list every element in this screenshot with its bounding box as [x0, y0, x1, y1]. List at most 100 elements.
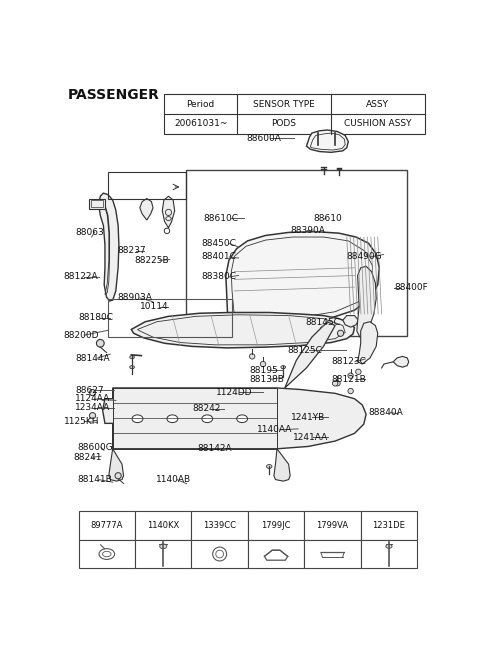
- Bar: [89, 199, 105, 208]
- Ellipse shape: [167, 415, 178, 422]
- Bar: [79, 511, 135, 540]
- Text: 1799VA: 1799VA: [316, 521, 348, 530]
- Circle shape: [250, 354, 255, 359]
- Bar: [91, 200, 103, 207]
- Text: 88063: 88063: [75, 228, 104, 237]
- Circle shape: [89, 389, 96, 396]
- Circle shape: [89, 413, 96, 419]
- Bar: [192, 540, 248, 568]
- Ellipse shape: [130, 366, 134, 369]
- Text: 88401C: 88401C: [202, 252, 236, 261]
- Text: 88610: 88610: [313, 214, 342, 223]
- Text: 88390A: 88390A: [290, 226, 325, 235]
- Text: 1140AB: 1140AB: [156, 475, 191, 484]
- Circle shape: [96, 340, 104, 347]
- Circle shape: [348, 373, 353, 378]
- Text: 1241AA: 1241AA: [292, 433, 328, 442]
- Ellipse shape: [202, 415, 213, 422]
- PathPatch shape: [140, 199, 153, 220]
- Text: 88600A: 88600A: [246, 134, 281, 143]
- Text: 88627: 88627: [75, 386, 104, 395]
- Text: 88121B: 88121B: [332, 375, 366, 384]
- Text: 88610C: 88610C: [203, 214, 238, 223]
- Text: 88840A: 88840A: [369, 408, 404, 417]
- Ellipse shape: [386, 544, 392, 548]
- PathPatch shape: [306, 130, 348, 152]
- Text: 88241: 88241: [73, 453, 102, 462]
- Text: 88145C: 88145C: [305, 318, 340, 327]
- Text: CUSHION ASSY: CUSHION ASSY: [344, 120, 411, 129]
- Bar: [164, 94, 425, 134]
- Text: 88490G: 88490G: [347, 252, 382, 261]
- Bar: [186, 170, 407, 336]
- Bar: [135, 511, 192, 540]
- Ellipse shape: [237, 415, 248, 422]
- Text: 1140KX: 1140KX: [147, 521, 180, 530]
- Text: 88125C: 88125C: [287, 345, 322, 355]
- PathPatch shape: [357, 267, 376, 337]
- PathPatch shape: [109, 449, 123, 481]
- Text: 88141B: 88141B: [78, 475, 113, 484]
- Circle shape: [335, 380, 340, 386]
- PathPatch shape: [393, 356, 409, 367]
- Text: 88400F: 88400F: [395, 283, 429, 292]
- Bar: [248, 540, 304, 568]
- Text: 88380C: 88380C: [202, 272, 236, 281]
- Circle shape: [333, 380, 338, 386]
- Text: 88122A: 88122A: [64, 272, 98, 281]
- Circle shape: [337, 330, 344, 336]
- PathPatch shape: [343, 316, 359, 327]
- Text: 88600G: 88600G: [78, 443, 114, 452]
- PathPatch shape: [99, 193, 119, 301]
- Circle shape: [348, 388, 353, 394]
- PathPatch shape: [226, 232, 379, 333]
- Text: 1799JC: 1799JC: [261, 521, 291, 530]
- Text: 88180C: 88180C: [79, 313, 114, 322]
- Bar: [108, 299, 232, 337]
- PathPatch shape: [285, 322, 335, 388]
- PathPatch shape: [162, 196, 175, 228]
- Text: 1124AA: 1124AA: [75, 395, 110, 404]
- Text: 10114: 10114: [140, 302, 168, 311]
- Text: 20061031~: 20061031~: [174, 120, 228, 129]
- Circle shape: [260, 362, 266, 367]
- Bar: [360, 540, 417, 568]
- Text: 1234AA: 1234AA: [75, 404, 110, 412]
- Ellipse shape: [266, 465, 272, 468]
- Circle shape: [356, 369, 361, 375]
- Text: 1125KH: 1125KH: [64, 417, 99, 426]
- Ellipse shape: [132, 415, 143, 422]
- Text: 88242: 88242: [192, 404, 220, 413]
- Text: 1140AA: 1140AA: [257, 425, 292, 434]
- Text: 88225B: 88225B: [134, 256, 169, 265]
- Text: 88450C: 88450C: [202, 239, 236, 248]
- Text: 88237: 88237: [118, 246, 146, 255]
- Text: 88195: 88195: [250, 366, 278, 375]
- Bar: [79, 540, 135, 568]
- Bar: [248, 511, 304, 540]
- Text: 1231DE: 1231DE: [372, 521, 405, 530]
- Text: Period: Period: [187, 100, 215, 109]
- Bar: [304, 540, 360, 568]
- Text: SENSOR TYPE: SENSOR TYPE: [253, 100, 315, 109]
- Text: 88200D: 88200D: [64, 331, 99, 340]
- Ellipse shape: [281, 366, 286, 369]
- Ellipse shape: [160, 544, 167, 549]
- Bar: [192, 511, 248, 540]
- Text: 88903A: 88903A: [118, 293, 153, 302]
- Text: 88123C: 88123C: [332, 357, 366, 366]
- PathPatch shape: [274, 449, 290, 481]
- Bar: [135, 540, 192, 568]
- Text: PODS: PODS: [272, 120, 297, 129]
- Bar: [304, 511, 360, 540]
- Text: 88142A: 88142A: [198, 444, 232, 454]
- Bar: [360, 511, 417, 540]
- PathPatch shape: [103, 388, 366, 449]
- Text: PASSENGER: PASSENGER: [68, 89, 160, 102]
- Text: 1241YB: 1241YB: [290, 413, 325, 422]
- PathPatch shape: [132, 313, 355, 348]
- Circle shape: [115, 473, 121, 479]
- PathPatch shape: [358, 322, 378, 364]
- Text: 89777A: 89777A: [91, 521, 123, 530]
- Text: 88138B: 88138B: [250, 375, 285, 384]
